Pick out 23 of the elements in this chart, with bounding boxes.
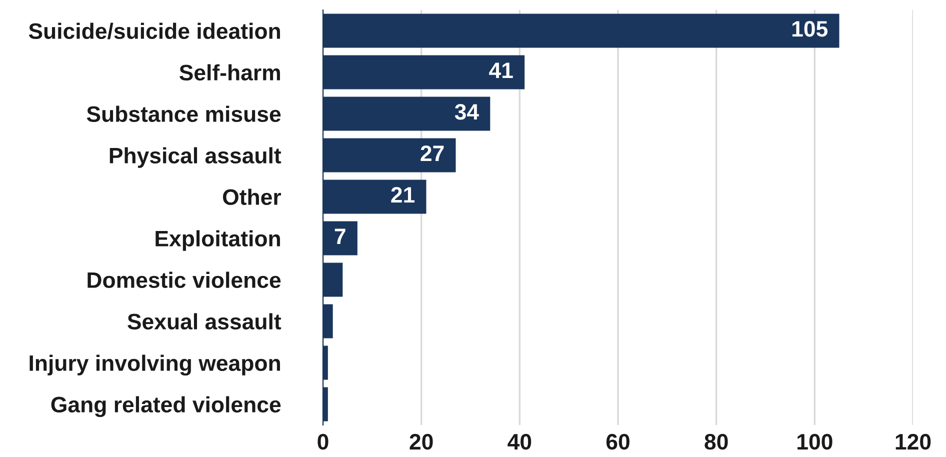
x-tick-label: 60 [606, 434, 630, 450]
y-tick-label: Self-harm [179, 64, 280, 81]
y-tick-label: Domestic violence [88, 272, 281, 288]
y-tick-label: Gang related violence [51, 396, 281, 418]
y-tick-label: Other [222, 188, 281, 206]
data-label: 41 [489, 62, 513, 78]
x-tick-label: 40 [508, 434, 532, 450]
x-tick-label: 0 [318, 434, 328, 450]
x-tick-label: 120 [896, 434, 931, 450]
y-tick-label: Suicide/suicide ideation [28, 22, 280, 40]
data-label: 27 [420, 145, 444, 161]
data-label: 21 [391, 186, 415, 202]
y-tick-label: Physical assault [110, 147, 282, 168]
x-tick-label: 20 [410, 434, 433, 450]
x-tick-label: 80 [704, 434, 728, 450]
y-tick-label: Substance misuse [86, 106, 281, 122]
x-tick-label: 100 [798, 434, 832, 450]
y-tick-label: Sexual assault [128, 313, 282, 330]
data-label: 7 [334, 228, 346, 244]
y-tick-label: Injury involving weapon [30, 354, 280, 376]
data-label: 105 [792, 20, 828, 37]
data-label: 34 [454, 104, 479, 120]
y-tick-label: Exploitation [156, 230, 280, 251]
